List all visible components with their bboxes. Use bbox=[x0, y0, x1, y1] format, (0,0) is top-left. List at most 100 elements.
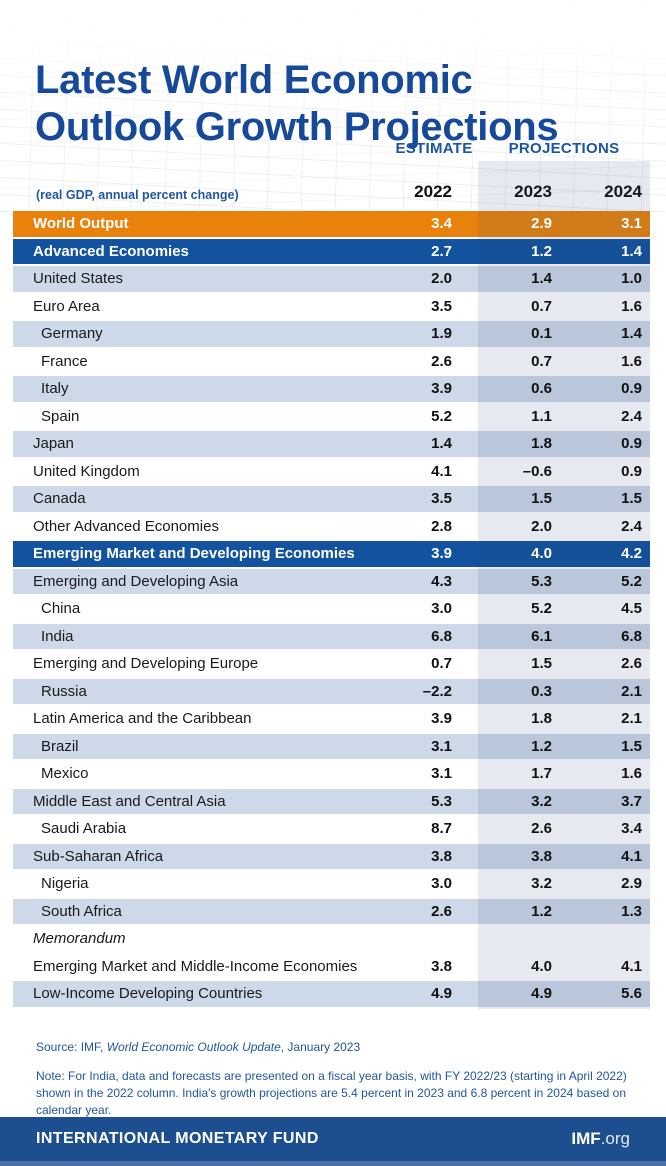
year-header-row: (real GDP, annual percent change) 2022 2… bbox=[13, 161, 650, 211]
value-2024: 0.9 bbox=[621, 380, 642, 398]
imf-org-suffix: .org bbox=[600, 1129, 630, 1148]
table-row: China 3.0 5.2 4.5 bbox=[13, 596, 650, 624]
value-2023: 1.5 bbox=[531, 490, 552, 508]
table-row: United States 2.0 1.4 1.0 bbox=[13, 266, 650, 294]
value-2024: 3.4 bbox=[621, 820, 642, 838]
value-2022: 3.1 bbox=[431, 737, 452, 755]
table-row: World Output 3.4 2.9 3.1 bbox=[13, 211, 650, 239]
value-2023: 1.7 bbox=[531, 765, 552, 783]
value-2023: 1.1 bbox=[531, 407, 552, 425]
value-2023: 1.2 bbox=[531, 737, 552, 755]
table-row: Euro Area 3.5 0.7 1.6 bbox=[13, 293, 650, 321]
value-2024: 1.6 bbox=[621, 297, 642, 315]
row-label: Japan bbox=[33, 435, 74, 453]
value-2024: 4.2 bbox=[621, 545, 642, 563]
value-2023: 3.2 bbox=[531, 792, 552, 810]
row-label: China bbox=[41, 600, 81, 618]
row-label: Emerging and Developing Europe bbox=[33, 655, 259, 673]
value-2022: 0.7 bbox=[431, 655, 452, 673]
table-row: Latin America and the Caribbean 3.9 1.8 2.1 bbox=[13, 706, 650, 734]
value-2022: 6.8 bbox=[431, 627, 452, 645]
value-2023: 1.4 bbox=[531, 270, 552, 288]
table-row: Canada 3.5 1.5 1.5 bbox=[13, 486, 650, 514]
value-2023: 3.8 bbox=[531, 847, 552, 865]
value-2022: 8.7 bbox=[431, 820, 452, 838]
table-row: Other Advanced Economies 2.8 2.0 2.4 bbox=[13, 513, 650, 541]
table-row: France 2.6 0.7 1.6 bbox=[13, 348, 650, 376]
value-2022: 3.4 bbox=[431, 215, 452, 233]
value-2022: 3.9 bbox=[431, 545, 452, 563]
value-2022: 2.6 bbox=[431, 352, 452, 370]
row-label: Emerging and Developing Asia bbox=[33, 572, 239, 590]
value-2024: 1.3 bbox=[621, 902, 642, 920]
value-2022: 4.9 bbox=[431, 985, 452, 1003]
value-2023: 5.2 bbox=[531, 600, 552, 618]
value-2023: 1.2 bbox=[531, 242, 552, 260]
value-2024: 5.6 bbox=[621, 985, 642, 1003]
value-2024: 1.0 bbox=[621, 270, 642, 288]
value-2024: 4.1 bbox=[621, 847, 642, 865]
value-2023: 4.0 bbox=[531, 545, 552, 563]
row-label: Russia bbox=[41, 682, 87, 700]
value-2024: 5.2 bbox=[621, 572, 642, 590]
value-2024: 6.8 bbox=[621, 627, 642, 645]
value-2024: 2.1 bbox=[621, 682, 642, 700]
row-label: Latin America and the Caribbean bbox=[33, 710, 252, 728]
table-row: Low-Income Developing Countries 4.9 4.9 5.6 bbox=[13, 981, 650, 1009]
value-2022: 5.3 bbox=[431, 792, 452, 810]
table-row: United Kingdom 4.1 –0.6 0.9 bbox=[13, 458, 650, 486]
table-rows: World Output 3.4 2.9 3.1 Advanced Economies 2… bbox=[13, 211, 650, 1009]
page-title: Latest World Economic Outlook Growth Pro… bbox=[35, 57, 559, 151]
row-label: World Output bbox=[33, 215, 129, 233]
value-2023: 4.0 bbox=[531, 957, 552, 975]
value-2024: 1.5 bbox=[621, 490, 642, 508]
footer-organization: INTERNATIONAL MONETARY FUND bbox=[36, 1130, 319, 1147]
value-2023: 0.1 bbox=[531, 325, 552, 343]
value-2024: 0.9 bbox=[621, 435, 642, 453]
imf-org-bold: IMF bbox=[571, 1129, 601, 1148]
table-row: Brazil 3.1 1.2 1.5 bbox=[13, 733, 650, 761]
table-subtitle: (real GDP, annual percent change) bbox=[36, 188, 239, 202]
value-2023: 2.6 bbox=[531, 820, 552, 838]
row-label: Italy bbox=[41, 380, 69, 398]
mesh-texture-fade bbox=[0, 0, 666, 212]
source-line: Source: IMF, World Economic Outlook Upda… bbox=[36, 1040, 360, 1054]
row-label: Low-Income Developing Countries bbox=[33, 985, 263, 1003]
page-title-line1: Latest World Economic bbox=[35, 57, 473, 102]
table-row: Germany 1.9 0.1 1.4 bbox=[13, 321, 650, 349]
value-2022: 3.5 bbox=[431, 297, 452, 315]
row-label: Euro Area bbox=[33, 297, 100, 315]
table-row: Emerging Market and Middle-Income Econom… bbox=[13, 953, 650, 981]
table-row: Italy 3.9 0.6 0.9 bbox=[13, 376, 650, 404]
value-2022: 3.0 bbox=[431, 875, 452, 893]
imf-org-link[interactable]: IMF.org bbox=[571, 1129, 630, 1149]
value-2024: 4.1 bbox=[621, 957, 642, 975]
table-row: Emerging and Developing Asia 4.3 5.3 5.2 bbox=[13, 568, 650, 596]
table-row: Emerging Market and Developing Economies… bbox=[13, 541, 650, 569]
table-row: Sub-Saharan Africa 3.8 3.8 4.1 bbox=[13, 843, 650, 871]
year-header-2023: 2023 bbox=[514, 182, 552, 201]
value-2024: 2.9 bbox=[621, 875, 642, 893]
value-2023: 0.7 bbox=[531, 352, 552, 370]
row-label: Emerging Market and Middle-Income Econom… bbox=[33, 957, 358, 975]
value-2023: 0.3 bbox=[531, 682, 552, 700]
row-label: United Kingdom bbox=[33, 462, 140, 480]
value-2024: 3.7 bbox=[621, 792, 642, 810]
value-2022: 3.9 bbox=[431, 710, 452, 728]
page-title-line2: Outlook Growth Projections bbox=[35, 104, 559, 149]
value-2024: 2.1 bbox=[621, 710, 642, 728]
value-2022: 3.1 bbox=[431, 765, 452, 783]
value-2024: 1.6 bbox=[621, 352, 642, 370]
value-2024: 0.9 bbox=[621, 462, 642, 480]
table-row: Japan 1.4 1.8 0.9 bbox=[13, 431, 650, 459]
table-row: Memorandum bbox=[13, 926, 650, 954]
row-label: Memorandum bbox=[33, 930, 126, 948]
row-label: Mexico bbox=[41, 765, 89, 783]
value-2024: 2.4 bbox=[621, 407, 642, 425]
row-label: Other Advanced Economies bbox=[33, 517, 219, 535]
row-label: Spain bbox=[41, 407, 80, 425]
value-2023: 6.1 bbox=[531, 627, 552, 645]
year-header-2024: 2024 bbox=[604, 182, 642, 201]
projections-column-label: PROJECTIONS bbox=[508, 140, 620, 157]
value-2024: 2.4 bbox=[621, 517, 642, 535]
